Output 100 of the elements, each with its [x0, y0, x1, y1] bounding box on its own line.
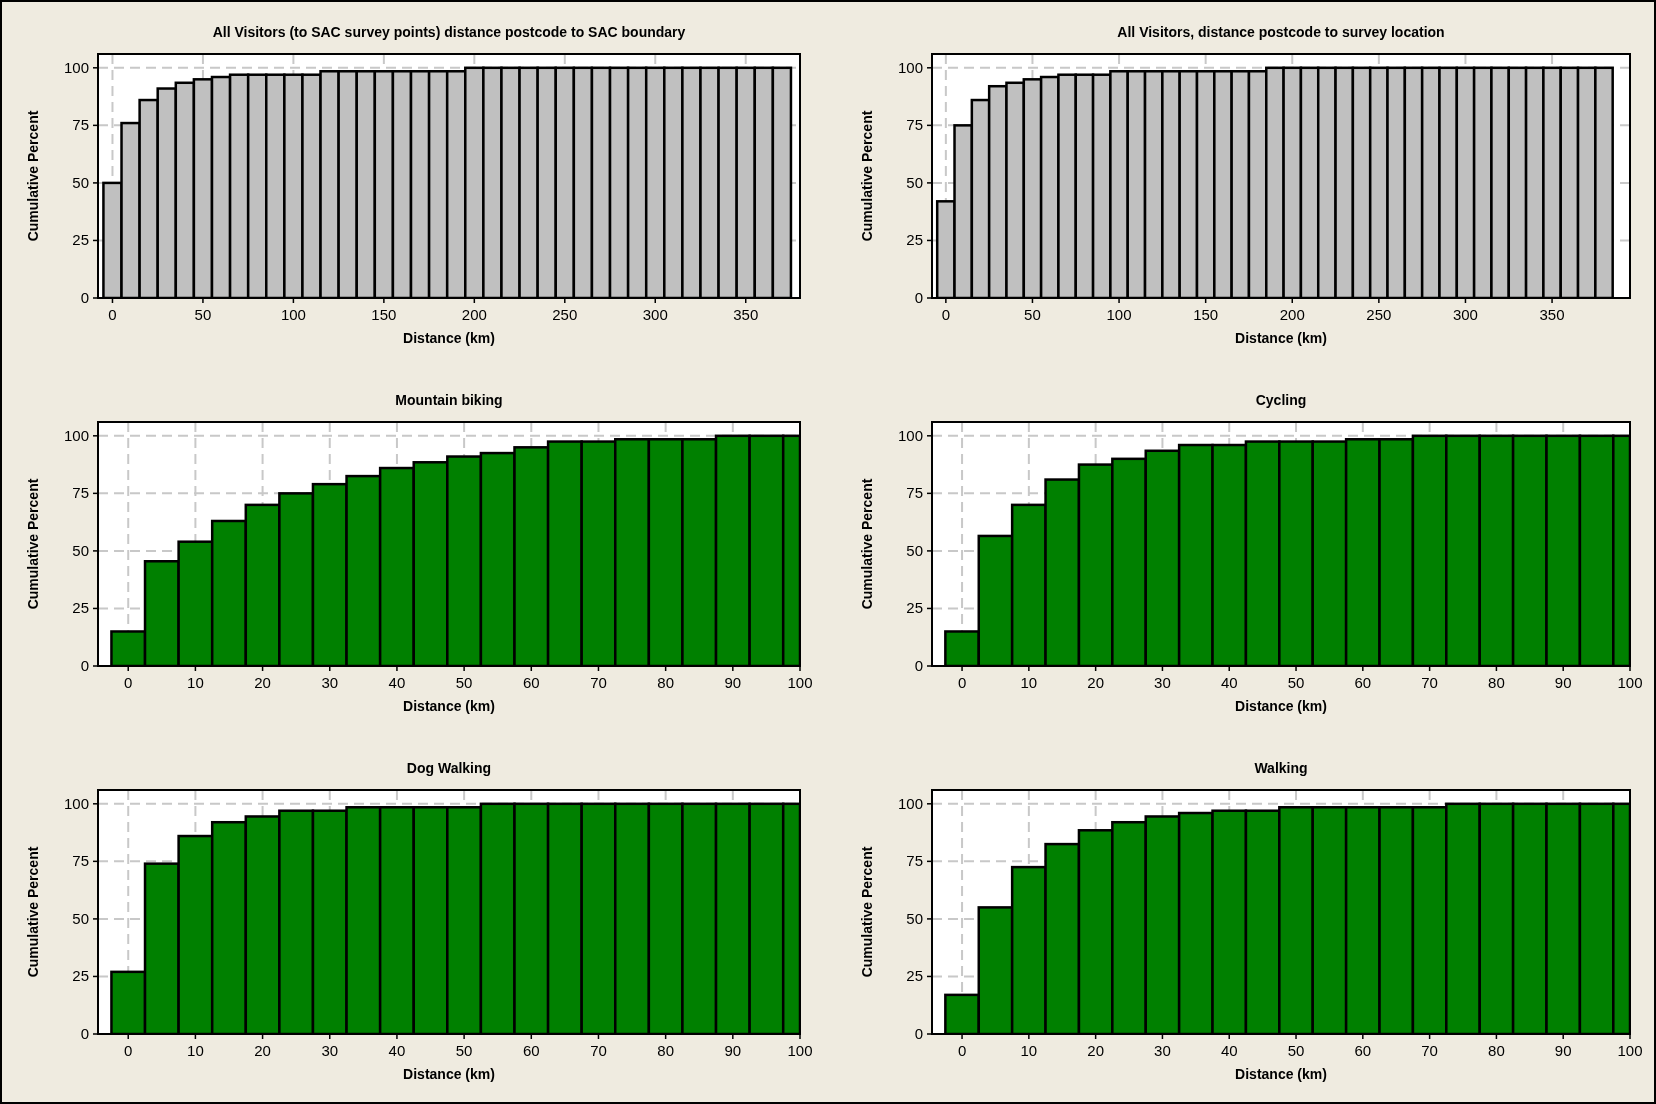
x-tick-label: 60 — [522, 1042, 540, 1059]
x-axis-title: Distance (km) — [1235, 330, 1327, 346]
x-tick-label: 100 — [787, 674, 813, 691]
y-tick-label: 25 — [72, 967, 89, 985]
x-tick-label: 30 — [321, 1042, 339, 1059]
x-tick-label: 40 — [1220, 674, 1238, 691]
y-tick-label: 100 — [63, 426, 89, 444]
x-tick-label: 80 — [1488, 674, 1505, 691]
y-axis-title: Cumulative Percent — [859, 846, 875, 978]
x-tick-label: 100 — [787, 1042, 813, 1059]
y-tick-label: 25 — [72, 599, 89, 617]
chart-title: All Visitors (to SAC survey points) distance postcode to SAC boundary — [212, 24, 686, 40]
y-tick-label: 75 — [72, 484, 89, 502]
y-tick-label: 75 — [906, 852, 923, 870]
y-tick-label: 0 — [914, 1025, 923, 1042]
y-axis-title: Cumulative Percent — [25, 846, 41, 978]
x-tick-label: 10 — [187, 1042, 204, 1059]
y-tick-label: 25 — [72, 231, 89, 249]
y-tick-label: 50 — [906, 909, 923, 927]
x-tick-label: 350 — [1539, 306, 1565, 323]
y-tick-label: 50 — [72, 173, 89, 191]
x-tick-label: 50 — [1287, 1042, 1305, 1059]
x-tick-label: 150 — [371, 306, 397, 323]
x-tick-label: 90 — [1554, 1042, 1572, 1059]
x-tick-label: 40 — [1220, 1042, 1238, 1059]
x-axis-title: Distance (km) — [1235, 1066, 1327, 1082]
x-tick-label: 80 — [657, 674, 674, 691]
y-tick-label: 0 — [914, 657, 923, 674]
y-tick-label: 50 — [906, 541, 923, 559]
x-tick-label: 100 — [280, 306, 306, 323]
y-tick-label: 25 — [906, 599, 923, 617]
y-tick-label: 0 — [80, 1025, 89, 1042]
x-tick-label: 60 — [522, 674, 540, 691]
y-tick-label: 100 — [897, 794, 923, 812]
x-tick-label: 10 — [1020, 1042, 1038, 1059]
x-tick-label: 30 — [1154, 1042, 1171, 1059]
chart-title: All Visitors, distance postcode to survey location — [1117, 24, 1445, 40]
y-tick-label: 100 — [63, 794, 89, 812]
x-tick-label: 70 — [1421, 674, 1438, 691]
y-tick-label: 50 — [72, 909, 89, 927]
x-tick-label: 100 — [1617, 1042, 1643, 1059]
y-axis-title: Cumulative Percent — [25, 478, 41, 610]
y-axis-title: Cumulative Percent — [859, 110, 875, 242]
chart-title: Cycling — [1255, 392, 1307, 408]
x-tick-label: 0 — [957, 674, 967, 691]
x-tick-label: 60 — [1354, 674, 1372, 691]
y-tick-label: 0 — [914, 289, 923, 306]
x-tick-label: 80 — [657, 1042, 674, 1059]
x-axis-title: Distance (km) — [403, 330, 495, 346]
x-tick-label: 20 — [1087, 674, 1104, 691]
x-tick-label: 100 — [1617, 674, 1643, 691]
x-tick-label: 20 — [254, 1042, 271, 1059]
x-axis-title: Distance (km) — [1235, 698, 1327, 714]
x-tick-label: 10 — [1020, 674, 1038, 691]
y-tick-label: 25 — [906, 231, 923, 249]
x-tick-label: 90 — [1554, 674, 1572, 691]
x-tick-label: 0 — [124, 1042, 133, 1059]
y-tick-label: 100 — [897, 426, 923, 444]
x-axis-title: Distance (km) — [403, 698, 495, 714]
y-tick-label: 75 — [906, 484, 923, 502]
y-tick-label: 50 — [906, 173, 923, 191]
x-tick-label: 70 — [590, 674, 607, 691]
y-tick-label: 0 — [80, 289, 89, 306]
y-tick-label: 50 — [72, 541, 89, 559]
x-tick-label: 50 — [455, 674, 473, 691]
x-tick-label: 250 — [552, 306, 578, 323]
x-tick-label: 30 — [321, 674, 339, 691]
y-axis-title: Cumulative Percent — [859, 478, 875, 610]
x-tick-label: 50 — [194, 306, 212, 323]
chart-title: Dog Walking — [406, 760, 492, 776]
x-tick-label: 200 — [1279, 306, 1305, 323]
chart-title: Mountain biking — [395, 392, 503, 408]
x-tick-label: 250 — [1366, 306, 1392, 323]
y-tick-label: 75 — [72, 116, 89, 134]
x-tick-label: 0 — [124, 674, 133, 691]
x-tick-label: 200 — [461, 306, 487, 323]
x-tick-label: 0 — [957, 1042, 967, 1059]
x-tick-label: 90 — [724, 674, 742, 691]
x-tick-label: 100 — [1106, 306, 1132, 323]
x-tick-label: 70 — [1421, 1042, 1438, 1059]
y-tick-label: 25 — [906, 967, 923, 985]
x-tick-label: 350 — [733, 306, 759, 323]
y-tick-label: 100 — [63, 58, 89, 76]
x-tick-label: 0 — [108, 306, 117, 323]
y-tick-label: 0 — [80, 657, 89, 674]
x-axis-title: Distance (km) — [403, 1066, 495, 1082]
x-tick-label: 10 — [187, 674, 204, 691]
y-tick-label: 75 — [906, 116, 923, 134]
x-tick-label: 60 — [1354, 1042, 1372, 1059]
chart-title: Walking — [1254, 760, 1308, 776]
x-tick-label: 150 — [1193, 306, 1219, 323]
x-tick-label: 20 — [254, 674, 271, 691]
y-axis-title: Cumulative Percent — [25, 110, 41, 242]
x-tick-label: 70 — [590, 1042, 607, 1059]
y-tick-label: 75 — [72, 852, 89, 870]
x-tick-label: 80 — [1488, 1042, 1505, 1059]
x-tick-label: 50 — [1024, 306, 1041, 323]
x-tick-label: 50 — [1287, 674, 1305, 691]
x-tick-label: 300 — [1452, 306, 1478, 323]
x-tick-label: 50 — [455, 1042, 473, 1059]
